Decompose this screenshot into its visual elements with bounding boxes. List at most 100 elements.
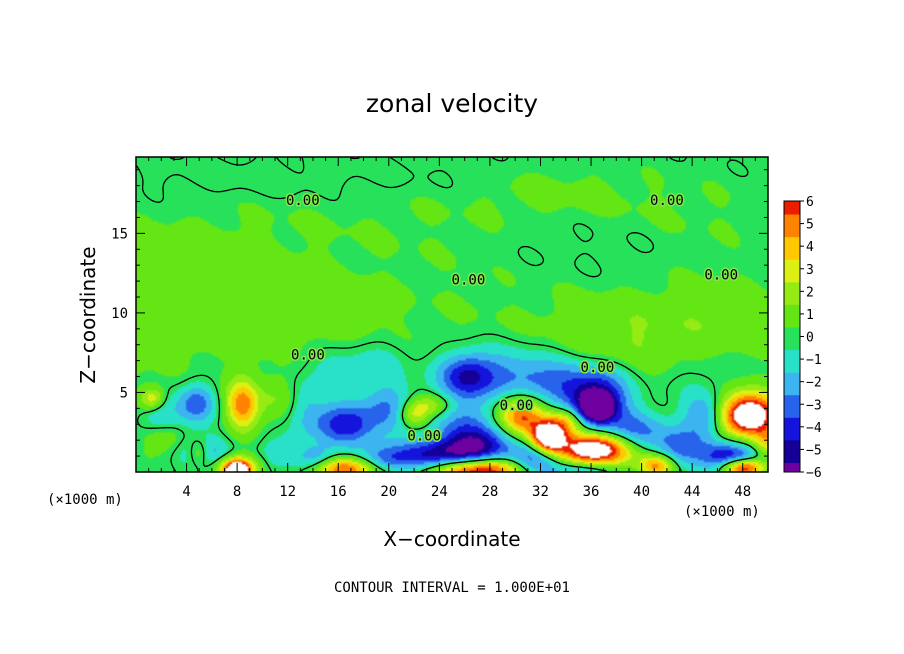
- colorbar-cell: [784, 458, 800, 464]
- colorbar-cell: [784, 300, 800, 306]
- x-tick-label: 32: [532, 484, 549, 500]
- colorbar-cell: [784, 377, 800, 383]
- colorbar-cell: [784, 201, 800, 207]
- contour-label: 0.00: [650, 193, 684, 209]
- colorbar-cell: [784, 422, 800, 428]
- colorbar-cell: [784, 237, 800, 243]
- y-tick-label: 5: [120, 385, 128, 401]
- colorbar-cell: [784, 354, 800, 360]
- colorbar-cell: [784, 467, 800, 472]
- colorbar-cell: [784, 417, 800, 423]
- y-tick-label: 15: [111, 226, 128, 242]
- colorbar-cell: [784, 295, 800, 301]
- colorbar-tick-label: 5: [806, 218, 814, 233]
- colorbar-cell: [784, 205, 800, 211]
- colorbar-cell: [784, 282, 800, 288]
- colorbar-cell: [784, 309, 800, 315]
- y-tick-label: 10: [111, 306, 128, 322]
- contour-label: 0.00: [581, 360, 615, 376]
- colorbar-tick-label: 2: [806, 285, 814, 300]
- colorbar-cell: [784, 223, 800, 229]
- colorbar-cell: [784, 453, 800, 460]
- colorbar-cell: [784, 444, 800, 451]
- zero-contours: [136, 157, 758, 472]
- contour-label: 0.00: [286, 193, 320, 209]
- colorbar-cell: [784, 327, 800, 333]
- colorbar-cell: [784, 462, 800, 469]
- x-tick-label: 8: [233, 484, 241, 500]
- colorbar-ticks: 6 5 4 3 2 1 0 −1 −2 −3 −4 −5 −6: [800, 195, 822, 481]
- y-axis-label: Z−coordinate: [76, 246, 100, 383]
- colorbar-tick-label: −4: [806, 421, 822, 436]
- colorbar-tick-label: −6: [806, 466, 822, 481]
- x-axis-label: X−coordinate: [383, 527, 520, 551]
- x-tick-label: 4: [182, 484, 190, 500]
- x-tick-label: 28: [481, 484, 498, 500]
- contour-labels: 0.00 0.00 0.00 0.00 0.00 0.00 0.00 0.00: [284, 192, 739, 446]
- colorbar-cell: [784, 331, 800, 338]
- contour-label: 0.00: [452, 273, 486, 289]
- colorbar-cell: [784, 350, 800, 356]
- colorbar-cell: [784, 399, 800, 405]
- colorbar-cell: [784, 273, 800, 279]
- x-tick-label: 48: [734, 484, 751, 500]
- contour-label: 0.00: [704, 268, 738, 284]
- colorbar-cell: [784, 232, 800, 238]
- colorbar-cell: [784, 404, 800, 410]
- colorbar-cell: [784, 345, 800, 351]
- x-tick-label: 36: [583, 484, 600, 500]
- colorbar-tick-label: −1: [806, 353, 822, 368]
- colorbar-cell: [784, 318, 800, 324]
- colorbar-cell: [784, 268, 800, 274]
- colorbar-cell: [784, 413, 800, 419]
- colorbar-cell: [784, 435, 800, 441]
- colorbar-cell: [784, 291, 800, 297]
- colorbar-cell: [784, 286, 800, 292]
- colorbar-cell: [784, 259, 800, 265]
- colorbar-cell: [784, 390, 800, 396]
- colorbar-cell: [784, 426, 800, 432]
- colorbar-cell: [784, 264, 800, 270]
- colorbar-cell: [784, 313, 800, 320]
- contour-interval-note: CONTOUR INTERVAL = 1.000E+01: [334, 580, 570, 596]
- x-tick-label: 12: [279, 484, 296, 500]
- colorbar-cell: [784, 359, 800, 365]
- x-tick-label: 20: [380, 484, 397, 500]
- x-tick-label: 16: [330, 484, 347, 500]
- colorbar-cell: [784, 440, 800, 446]
- contour-label: 0.00: [500, 398, 534, 414]
- colorbar-cell: [784, 408, 800, 414]
- colorbar-tick-label: −5: [806, 443, 822, 458]
- colorbar-cell: [784, 304, 800, 310]
- x-tick-label: 24: [431, 484, 448, 500]
- x-unit-right: (×1000 m): [684, 504, 760, 520]
- colorbar-cell: [784, 363, 800, 369]
- colorbar-tick-label: 6: [806, 195, 814, 210]
- colorbar-tick-label: 4: [806, 240, 814, 255]
- chart-title: zonal velocity: [366, 89, 538, 118]
- contour-label: 0.00: [291, 347, 325, 363]
- colorbar-cell: [784, 431, 800, 437]
- colorbar-cell: [784, 368, 800, 374]
- colorbar-cell: [784, 228, 800, 234]
- colorbar-cell: [784, 381, 800, 387]
- colorbar: [784, 201, 800, 472]
- colorbar-cell: [784, 241, 800, 247]
- colorbar-cell: [784, 341, 800, 347]
- x-tick-label: 40: [633, 484, 650, 500]
- colorbar-cell: [784, 277, 800, 283]
- velocity-field: [136, 157, 768, 472]
- colorbar-cell: [784, 246, 800, 252]
- x-tick-label: 44: [684, 484, 701, 500]
- colorbar-cell: [784, 322, 800, 329]
- colorbar-cell: [784, 250, 800, 256]
- colorbar-tick-label: 0: [806, 331, 814, 346]
- colorbar-tick-label: −3: [806, 398, 822, 413]
- colorbar-tick-label: 1: [806, 308, 814, 323]
- colorbar-cell: [784, 386, 800, 392]
- colorbar-cell: [784, 449, 800, 455]
- colorbar-tick-label: −2: [806, 376, 822, 391]
- colorbar-cell: [784, 214, 800, 220]
- y-axis-ticks: 5 10 15: [111, 169, 768, 457]
